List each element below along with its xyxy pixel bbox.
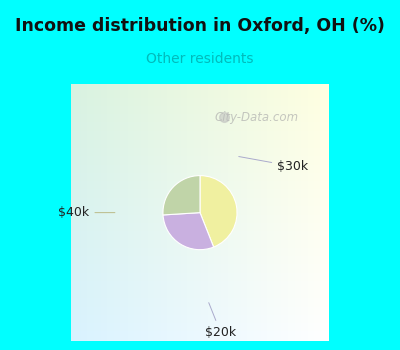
Wedge shape	[163, 176, 200, 215]
Wedge shape	[200, 176, 237, 247]
Text: $40k: $40k	[58, 206, 115, 219]
Text: Other residents: Other residents	[146, 52, 254, 66]
Text: Income distribution in Oxford, OH (%): Income distribution in Oxford, OH (%)	[15, 17, 385, 35]
Text: $30k: $30k	[239, 156, 308, 173]
Text: $20k: $20k	[205, 303, 236, 339]
Text: City-Data.com: City-Data.com	[214, 111, 299, 124]
Wedge shape	[163, 212, 214, 250]
